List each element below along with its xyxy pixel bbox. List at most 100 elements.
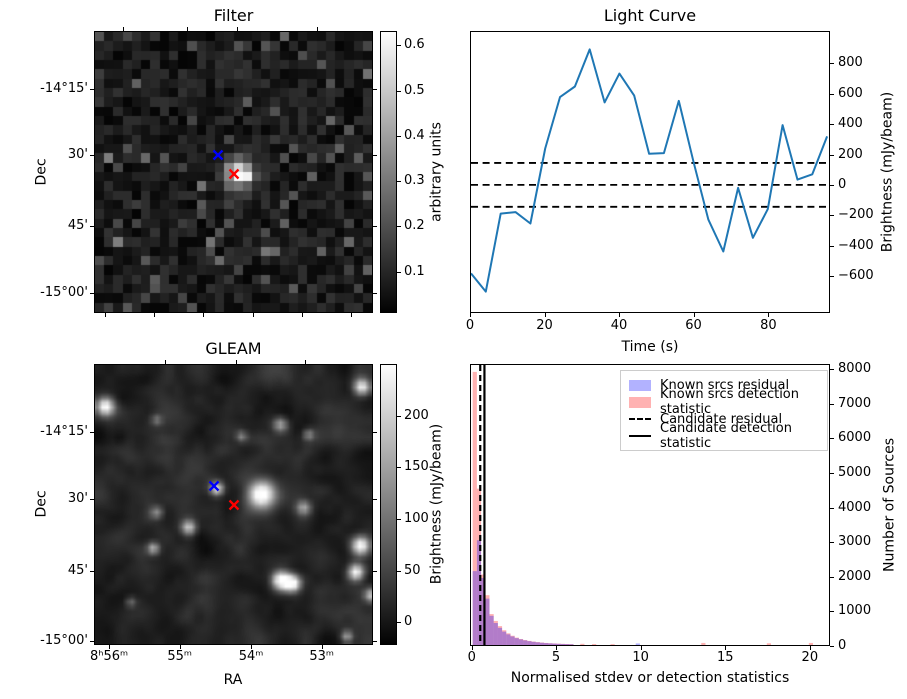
legend-item-1: Known srcs detection statistic <box>629 387 819 417</box>
histogram-y-tick-label: 2000 <box>838 568 872 584</box>
histogram-x-tick <box>640 646 642 650</box>
light-curve-x-tick <box>470 313 471 317</box>
light-curve-y-tick <box>830 93 834 95</box>
light-curve-x-tick-label: 80 <box>760 318 777 333</box>
histogram-y-tick-label: 4000 <box>838 499 872 515</box>
gleam-colorbar-tick-label: 50 <box>404 562 421 578</box>
detection-statistic-bar-11 <box>518 638 524 645</box>
legend-label: Known srcs residual <box>660 377 790 393</box>
residual-bar-20 <box>556 643 561 645</box>
histogram-y-tick <box>830 507 834 509</box>
histogram-y-tick <box>830 438 834 440</box>
legend-label: Known srcs detection statistic <box>660 387 800 417</box>
gleam-image-panel <box>94 364 373 645</box>
filter-dec-tick-right <box>373 225 377 227</box>
light-curve-y-tick <box>830 124 834 126</box>
legend-item-0: Known srcs residual <box>629 377 819 393</box>
histogram-x-tick <box>809 646 811 650</box>
residual-bar-11 <box>518 639 524 645</box>
detection-statistic-bar-16 <box>539 642 545 645</box>
residual-bar-23 <box>569 644 574 645</box>
detection-statistic-bar-13 <box>527 640 532 645</box>
histogram-x-tick <box>556 646 558 650</box>
residual-bar-8 <box>506 634 511 645</box>
histogram-y-tick-label: 7000 <box>838 395 872 411</box>
light-curve-y-tick <box>830 184 834 186</box>
legend-line-swatch <box>629 435 651 437</box>
legend-patch-swatch <box>629 379 651 391</box>
filter-colorbar-tick <box>397 135 401 137</box>
light-curve-y-tick-label: 400 <box>838 116 863 132</box>
filter-colorbar-tick-label: 0.2 <box>404 218 425 234</box>
filter-colorbar-tick <box>397 45 401 47</box>
light-curve-y-tick-label: 0 <box>838 176 847 192</box>
residual-bar-6 <box>497 627 503 645</box>
histogram-y-axis-label: Number of Sources <box>881 437 898 573</box>
legend-label: Candidate detection statistic <box>660 421 792 451</box>
histogram-y-tick <box>830 611 834 613</box>
filter-colorbar-tick-label: 0.5 <box>404 82 425 98</box>
light-curve-y-tick-label: 200 <box>838 146 863 162</box>
light-curve-y-tick-label: −600 <box>838 268 874 284</box>
light-curve-panel <box>470 31 830 313</box>
filter-colorbar-label: arbitrary units <box>428 122 445 222</box>
light-curve-x-tick <box>544 313 546 317</box>
residual-bar-13 <box>527 641 532 645</box>
filter-colorbar-tick <box>397 90 401 92</box>
tail-bar-5 <box>766 643 772 645</box>
tail-bar-0 <box>580 643 585 645</box>
histogram-legend: Known srcs residual Known srcs detection … <box>620 370 828 451</box>
filter-top-tick <box>237 27 239 31</box>
gleam-top-tick <box>305 360 307 364</box>
gleam-dec-tick-label: 30' <box>67 490 88 506</box>
histogram-y-tick <box>830 542 834 544</box>
gleam-colorbar-tick-label: 150 <box>404 459 429 475</box>
detection-statistic-bar-18 <box>548 643 553 645</box>
residual-bar-12 <box>523 640 528 645</box>
residual-bar-7 <box>502 631 507 645</box>
gleam-colorbar-tick <box>397 570 401 572</box>
gleam-ra-tick-label: 54ᵐ <box>238 649 264 664</box>
filter-colorbar-tick <box>397 271 401 273</box>
detection-statistic-bar-2 <box>481 574 486 645</box>
light-curve-x-tick-label: 0 <box>465 318 475 333</box>
tail-bar-1 <box>592 644 597 645</box>
legend-item-3: Candidate detection statistic <box>629 421 819 451</box>
light-curve-y-tick <box>830 63 834 65</box>
gleam-top-tick <box>236 360 237 364</box>
histogram-y-tick <box>830 576 834 578</box>
filter-noise-image <box>95 32 372 312</box>
light-curve-y-tick <box>830 154 834 156</box>
detection-statistic-bar-10 <box>514 637 519 645</box>
filter-top-tick <box>316 27 318 31</box>
tail-bar-6 <box>808 642 814 645</box>
detection-statistic-bar-19 <box>552 643 557 645</box>
detection-statistic-bar-12 <box>523 640 528 645</box>
filter-bottom-tick <box>301 313 303 317</box>
filter-panel-title: Filter <box>213 6 254 25</box>
light-curve-y-tick-label: −200 <box>838 207 874 223</box>
light-curve-y-tick <box>830 245 834 247</box>
light-curve-x-tick <box>693 313 695 317</box>
legend-patch-swatch <box>629 396 651 408</box>
filter-image-panel <box>94 31 373 313</box>
histogram-y-tick-label: 0 <box>838 638 847 653</box>
histogram-y-tick <box>830 473 834 475</box>
gleam-ra-tick-label: 8ʰ56ᵐ <box>89 649 129 664</box>
light-curve-x-tick-label: 60 <box>685 318 702 333</box>
light-curve-line <box>471 48 829 293</box>
histogram-y-tick-label: 5000 <box>838 465 872 481</box>
gleam-sky-image <box>95 365 372 644</box>
histogram-x-tick-label: 20 <box>801 650 819 665</box>
filter-colorbar-tick <box>397 226 401 228</box>
light-curve-y-axis-label: Brightness (mJy/beam) <box>879 91 896 253</box>
gleam-top-tick <box>165 360 167 364</box>
filter-dec-tick <box>90 292 94 294</box>
filter-dec-tick-right <box>373 155 377 157</box>
light-curve-y-tick-label: 800 <box>838 55 863 71</box>
detection-statistic-bar-5 <box>493 620 498 645</box>
filter-bottom-tick <box>252 313 254 317</box>
light-curve-y-tick <box>830 215 834 217</box>
gleam-colorbar-tick <box>397 415 401 417</box>
gleam-colorbar-tick <box>397 518 401 520</box>
